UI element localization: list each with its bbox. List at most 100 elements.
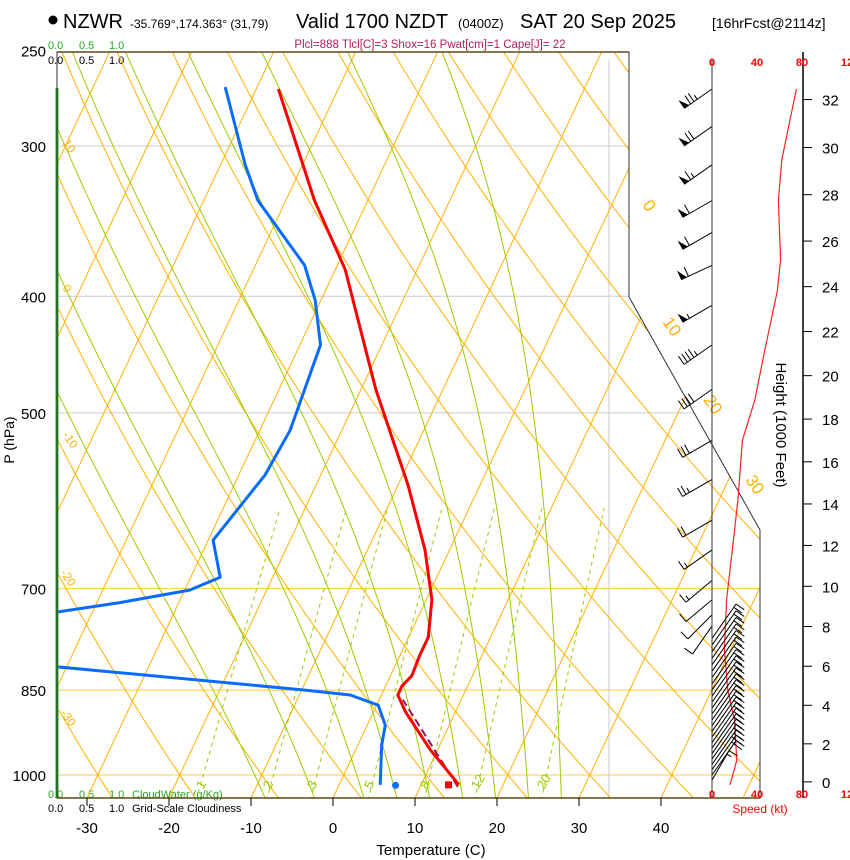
- wind-barb-staff: [711, 603, 737, 639]
- wind-barb-feather: [733, 688, 743, 695]
- moist-adiabat-line: [57, 52, 267, 798]
- height-tick-label: 24: [822, 280, 839, 297]
- dry-adiabat-line: [597, 52, 760, 798]
- wind-barb-staff: [711, 691, 737, 727]
- wind-barb: [711, 649, 745, 685]
- wind-barb-feather: [679, 594, 687, 603]
- speed-tick-label-top: 80: [796, 57, 808, 69]
- wind-barb-feather: [678, 355, 685, 365]
- cloudwater-tick: 0.5: [79, 40, 94, 52]
- wind-barb-staff: [711, 610, 737, 646]
- wind-barb-half-feather: [686, 487, 690, 493]
- sounding-indices: Plcl=888 Tlcl[C]=3 Shox=16 Pwat[cm]=1 Ca…: [294, 39, 565, 51]
- wind-barb-feather: [687, 93, 695, 102]
- station-id: NZWR: [63, 11, 123, 33]
- isotherm-line: [57, 52, 121, 798]
- wind-barb-feather: [735, 679, 745, 686]
- mixing-ratio-line: [423, 507, 495, 798]
- surface-dewpoint-marker: [392, 781, 400, 789]
- wind-barb: [711, 707, 745, 743]
- moist-adiabat-line: [57, 52, 366, 798]
- valid-date: SAT 20 Sep 2025: [520, 11, 676, 33]
- wind-barb: [711, 661, 745, 697]
- cloudiness-tick: 0.5: [79, 55, 94, 67]
- wind-barb-feather: [735, 729, 745, 737]
- pressure-tick-label: 1000: [13, 768, 46, 785]
- dry-adiabat-line: [57, 52, 285, 798]
- wind-barb-staff: [682, 439, 713, 458]
- wind-barb-staff: [683, 549, 713, 570]
- mixing-ratio-label: 2: [260, 778, 277, 792]
- speed-axis-title: Speed (kt): [732, 802, 787, 816]
- pressure-tick-label: 850: [21, 683, 46, 700]
- valid-time: Valid 1700 NZDT: [296, 11, 448, 33]
- mixing-ratio-line: [266, 507, 348, 798]
- wind-barb-feather: [733, 676, 743, 684]
- dry-adiabat-line: [57, 52, 118, 798]
- wind-barb-feather: [681, 398, 688, 407]
- temperature-tick-label: 40: [653, 820, 670, 837]
- wind-barb: [711, 636, 745, 672]
- height-tick-label: 32: [822, 93, 839, 110]
- wind-barb-feather: [733, 646, 743, 653]
- wind-barb-pennant: [677, 240, 688, 250]
- surface-temperature-marker: [445, 781, 453, 789]
- speed-tick-label-top: 12: [841, 57, 850, 69]
- wind-barb-feather: [735, 740, 745, 747]
- dry-adiabat-line: [379, 52, 760, 798]
- y-axis-title: P (hPa): [1, 416, 17, 463]
- dry-adiabat-line: [57, 52, 451, 798]
- wind-barb-staff: [711, 713, 737, 749]
- wind-barb: [684, 625, 713, 655]
- dewpoint-line: [57, 86, 387, 785]
- wind-barb-feather: [735, 603, 745, 611]
- cloudiness-tick: 1.0: [109, 55, 124, 67]
- temperature-tick-label: 30: [571, 820, 588, 837]
- cloudiness-tick: 1.0: [109, 803, 124, 815]
- wind-barb-feather: [678, 560, 685, 570]
- cloud-scale-bottom: 0.0 0.5 1.0 CloudWater (g/Kg) 0.0 0.5 1.…: [48, 789, 242, 815]
- pressure-tick-label: 700: [21, 582, 46, 599]
- cloudwater-tick: 1.0: [109, 40, 124, 52]
- forecast-info: [16hrFcst@2114z]: [712, 15, 826, 31]
- wind-barb-half-feather: [685, 595, 690, 600]
- wind-barb: [678, 549, 713, 570]
- speed-tick-label-top: 0: [709, 57, 715, 69]
- wind-barb-feather: [733, 626, 743, 634]
- wind-barb-feather: [735, 617, 745, 624]
- x-axis-title: Temperature (C): [376, 842, 485, 859]
- wind-barb-pennant: [678, 176, 690, 185]
- dry-adiabat-line: [106, 52, 618, 798]
- wind-barb-feather: [687, 393, 695, 403]
- temperature-line: [276, 88, 461, 786]
- plot-border: [56, 51, 761, 799]
- wind-barb-feather: [735, 724, 745, 731]
- temperature-tick-label: 20: [489, 820, 506, 837]
- utc-time: (0400Z): [458, 16, 504, 31]
- wind-barb-feather: [680, 485, 687, 495]
- dry-adiabat-line: [57, 52, 368, 798]
- wind-barb-staff: [711, 655, 737, 691]
- dry-adiabat-line: [57, 52, 201, 798]
- speed-tick-label-bottom: 0: [709, 789, 715, 801]
- dry-adiabat-label: -30: [58, 707, 80, 730]
- wind-barb-half-feather: [684, 562, 688, 568]
- pressure-tick-label: 250: [21, 44, 46, 61]
- wind-barb: [678, 344, 713, 365]
- height-tick-label: 22: [822, 325, 839, 342]
- wind-barb-feather: [679, 613, 687, 622]
- wind-barb-feather: [683, 267, 689, 277]
- wind-barb-feather: [735, 630, 745, 637]
- wind-barb-staff: [711, 707, 737, 743]
- speed-tick-label-bottom: 40: [751, 789, 763, 801]
- wind-barb: [711, 740, 745, 776]
- wind-barb-staff: [711, 702, 737, 738]
- dry-adiabat-line: [161, 52, 702, 798]
- mixing-ratio-label: 12: [468, 771, 488, 791]
- wind-barb-staff: [685, 599, 713, 622]
- wind-barb: [711, 617, 745, 653]
- wind-barb: [678, 126, 713, 147]
- mixing-ratio-label: 3: [304, 778, 321, 792]
- height-tick-label: 12: [822, 538, 839, 555]
- cloudwater-tick: 1.0: [109, 789, 124, 801]
